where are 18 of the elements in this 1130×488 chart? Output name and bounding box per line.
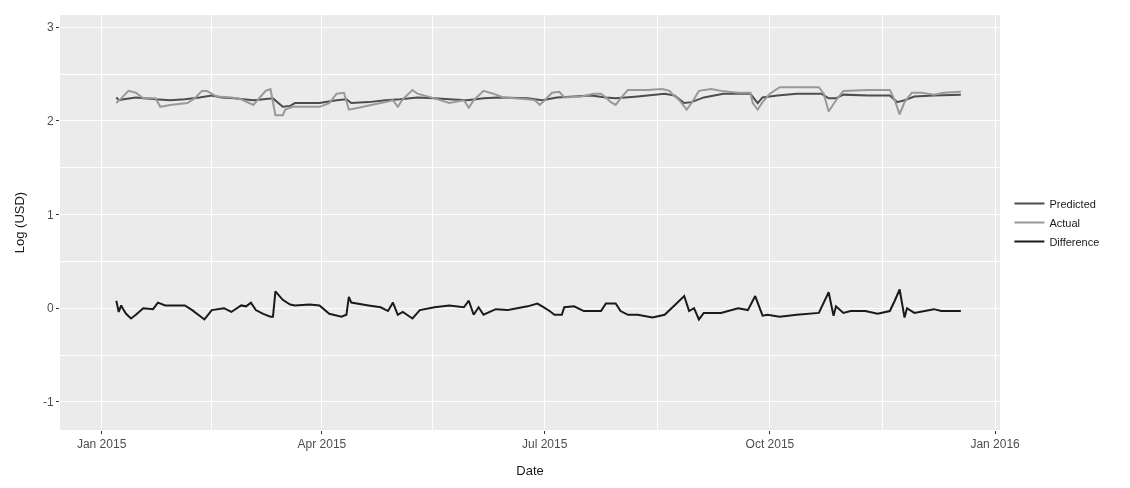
line-series [115,288,962,321]
x-axis-title: Date [516,463,544,478]
y-tick-label: 0 [46,301,54,316]
x-tick-label: Jul 2015 [522,437,568,452]
line-series [115,86,962,117]
line-series [115,92,962,108]
y-tick-label: 2 [46,114,54,129]
y-axis-title: Log (USD) [11,191,27,254]
y-tick-label: -1 [42,395,54,410]
x-tick-label: Jan 2015 [76,437,127,452]
legend-label: Difference [1049,235,1100,248]
x-tick-label: Apr 2015 [297,437,347,452]
y-tick-label: 1 [46,207,54,222]
legend-label: Actual [1049,216,1080,229]
x-tick-label: Oct 2015 [745,437,795,452]
legend-label: Predicted [1049,197,1096,210]
x-tick-label: Jan 2016 [970,437,1021,452]
y-tick-label: 3 [46,20,54,35]
